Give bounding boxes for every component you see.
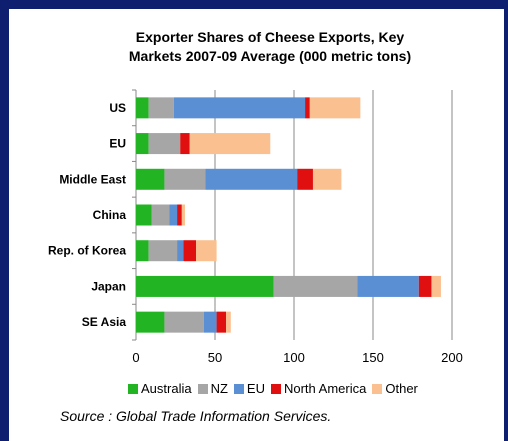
legend-label: NZ (210, 381, 228, 396)
bar-segment (205, 168, 298, 190)
bar-segment (136, 97, 149, 119)
legend-label: EU (246, 381, 265, 396)
y-category-label: US (109, 101, 126, 115)
bar-segment (136, 240, 149, 262)
y-category-label: Middle East (59, 172, 126, 186)
legend-item: North America (270, 381, 367, 396)
bar-segment (180, 133, 190, 155)
bar-segment (169, 204, 178, 226)
bar-segment (148, 97, 174, 119)
bar-segment (151, 204, 170, 226)
legend: Australia NZ EU North America Other (128, 381, 424, 396)
x-tick-label: 50 (208, 350, 222, 365)
x-tick-label: 100 (283, 350, 305, 365)
x-tick-label: 200 (441, 350, 463, 365)
y-category-label: SE Asia (82, 315, 127, 329)
bar-segment (183, 240, 197, 262)
bar-segment (136, 168, 165, 190)
bar-segment (196, 240, 217, 262)
bar-segment (136, 204, 152, 226)
bar-segment (309, 97, 361, 119)
bar-segment (189, 133, 271, 155)
bar-segment (203, 311, 217, 333)
bar-segment (357, 275, 419, 297)
bar-segment (148, 133, 181, 155)
chart-title: Exporter Shares of Cheese Exports, Key M… (60, 28, 480, 66)
legend-item: Australia (128, 381, 192, 396)
bar-segment (136, 275, 274, 297)
legend-label: Australia (141, 381, 192, 396)
bar-segment (226, 311, 231, 333)
legend-item: Other (372, 381, 418, 396)
legend-swatch (270, 384, 281, 394)
legend-item: EU (233, 381, 265, 396)
y-category-label: China (93, 208, 127, 222)
bar-segment (312, 168, 342, 190)
bar-segment (418, 275, 432, 297)
bar-segment (305, 97, 310, 119)
legend-swatch (372, 384, 383, 394)
chart-title-line-1: Exporter Shares of Cheese Exports, Key (135, 29, 405, 45)
bar-segment (431, 275, 441, 297)
bar-segment (173, 97, 306, 119)
legend-label: North America (283, 381, 367, 396)
bar-segment (136, 133, 149, 155)
bar-segment (273, 275, 358, 297)
bar-segment (177, 204, 182, 226)
bar-segment (297, 168, 313, 190)
chart-title-line-2: Markets 2007-09 Average (000 metric tons… (128, 48, 412, 64)
legend-item: NZ (197, 381, 228, 396)
y-category-label: Japan (91, 279, 126, 293)
y-category-label: Rep. of Korea (48, 244, 126, 258)
legend-swatch (128, 384, 138, 394)
bar-segment (136, 311, 165, 333)
bar-segment (177, 240, 184, 262)
bar-segment (164, 311, 204, 333)
x-tick-label: 0 (132, 350, 139, 365)
bar-segment (164, 168, 206, 190)
legend-label: Other (385, 381, 418, 396)
legend-swatch (197, 384, 208, 394)
bar-segment (181, 204, 185, 226)
bar-segment (148, 240, 178, 262)
x-tick-label: 150 (362, 350, 384, 365)
legend-swatch (233, 384, 244, 394)
source-note: Source : Global Trade Information Servic… (60, 408, 332, 424)
bar-segment (216, 311, 227, 333)
y-category-label: EU (109, 137, 126, 151)
